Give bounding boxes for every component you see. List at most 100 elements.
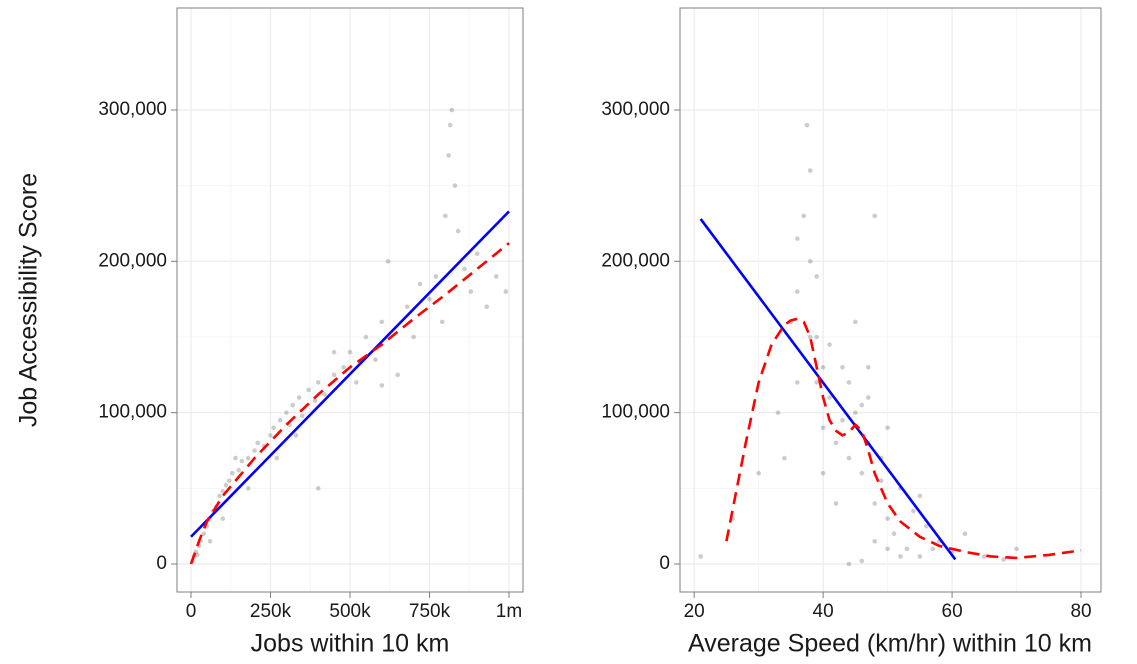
data-point bbox=[252, 448, 257, 453]
data-point bbox=[820, 364, 826, 370]
data-point bbox=[898, 554, 903, 559]
data-point bbox=[385, 259, 391, 264]
data-point bbox=[331, 349, 337, 355]
data-point bbox=[468, 289, 474, 294]
data-point bbox=[756, 470, 761, 476]
data-point bbox=[223, 483, 229, 488]
data-point bbox=[446, 153, 451, 158]
data-point bbox=[452, 183, 458, 188]
data-point bbox=[846, 380, 852, 385]
data-point bbox=[220, 489, 226, 494]
y-tick-label: 300,000 bbox=[98, 99, 167, 120]
data-point bbox=[299, 413, 305, 418]
x-tick-label: 40 bbox=[813, 601, 834, 622]
data-point bbox=[872, 539, 878, 544]
data-point bbox=[274, 455, 280, 461]
data-point bbox=[484, 304, 490, 310]
data-point bbox=[795, 236, 800, 241]
data-point bbox=[872, 213, 878, 219]
data-point bbox=[268, 433, 273, 438]
data-point bbox=[846, 455, 852, 461]
y-tick-label: 0 bbox=[659, 553, 670, 574]
data-point bbox=[853, 410, 858, 415]
data-point bbox=[878, 478, 884, 484]
data-point bbox=[443, 213, 448, 219]
data-point bbox=[833, 501, 839, 506]
data-point bbox=[827, 342, 832, 347]
x-axis-title: Average Speed (km/hr) within 10 km bbox=[688, 630, 1092, 658]
data-point bbox=[923, 523, 929, 529]
data-point bbox=[331, 372, 337, 378]
data-point bbox=[917, 493, 923, 499]
data-point bbox=[1001, 557, 1006, 562]
data-point bbox=[904, 546, 910, 552]
data-point bbox=[220, 516, 226, 521]
data-point bbox=[865, 364, 871, 370]
data-point bbox=[807, 259, 813, 264]
data-point bbox=[891, 531, 897, 537]
data-point bbox=[885, 425, 890, 431]
data-point bbox=[449, 107, 455, 113]
y-tick-label: 100,000 bbox=[98, 402, 167, 423]
data-point bbox=[290, 402, 296, 408]
data-point bbox=[462, 266, 467, 272]
fit-line bbox=[699, 218, 957, 561]
data-point bbox=[236, 467, 241, 473]
plot-background bbox=[680, 8, 1101, 592]
data-point bbox=[373, 357, 378, 363]
data-point bbox=[859, 402, 865, 408]
data-point bbox=[217, 493, 222, 499]
data-point bbox=[833, 440, 839, 446]
data-point bbox=[277, 417, 283, 423]
data-point bbox=[846, 561, 852, 567]
data-point bbox=[807, 334, 813, 340]
data-point bbox=[195, 552, 200, 558]
y-tick-label: 100,000 bbox=[601, 402, 670, 423]
data-point bbox=[379, 383, 385, 388]
data-point bbox=[827, 395, 832, 400]
data-point bbox=[245, 455, 251, 461]
data-point bbox=[312, 398, 318, 403]
data-point bbox=[782, 455, 787, 461]
x-tick-label: 750k bbox=[409, 601, 451, 622]
data-point bbox=[801, 213, 807, 219]
data-point bbox=[322, 392, 327, 397]
x-tick-label: 250k bbox=[250, 601, 292, 622]
data-point bbox=[814, 334, 819, 340]
data-point bbox=[226, 478, 232, 484]
data-point bbox=[201, 531, 207, 537]
data-point bbox=[853, 319, 858, 325]
data-point bbox=[840, 364, 845, 370]
data-point bbox=[503, 289, 509, 294]
data-point bbox=[296, 395, 302, 400]
data-point bbox=[807, 168, 813, 173]
data-point bbox=[865, 395, 871, 400]
data-point bbox=[379, 319, 385, 325]
x-tick-label: 1m bbox=[496, 601, 522, 622]
data-point bbox=[885, 546, 890, 552]
data-point bbox=[804, 122, 810, 128]
plot-border bbox=[679, 7, 1102, 593]
data-point bbox=[230, 470, 235, 476]
data-point bbox=[404, 304, 410, 310]
data-point bbox=[245, 486, 251, 491]
smooth-line bbox=[725, 317, 1082, 560]
fit-line bbox=[190, 210, 510, 538]
data-point bbox=[698, 554, 703, 559]
data-point bbox=[930, 546, 936, 552]
data-point bbox=[814, 380, 819, 385]
data-point bbox=[306, 387, 311, 393]
data-point bbox=[455, 228, 461, 234]
data-point bbox=[293, 433, 299, 438]
x-tick-label: 0 bbox=[186, 601, 197, 622]
data-point bbox=[911, 508, 916, 514]
data-point bbox=[872, 501, 878, 506]
data-point bbox=[795, 380, 800, 385]
data-point bbox=[820, 470, 826, 476]
data-point bbox=[859, 470, 865, 476]
data-point bbox=[347, 349, 353, 355]
data-point bbox=[207, 539, 213, 544]
data-point bbox=[363, 334, 369, 340]
x-axis-title: Jobs within 10 km bbox=[251, 630, 450, 658]
y-tick-label: 200,000 bbox=[601, 250, 670, 271]
